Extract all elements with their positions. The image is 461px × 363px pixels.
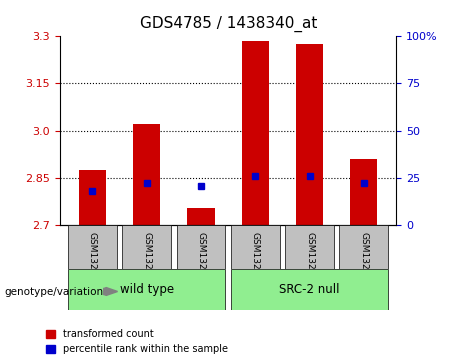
FancyBboxPatch shape bbox=[231, 225, 280, 269]
Bar bbox=[188, 208, 215, 225]
Bar bbox=[296, 44, 323, 225]
FancyBboxPatch shape bbox=[285, 225, 334, 269]
FancyBboxPatch shape bbox=[231, 269, 388, 310]
Bar bbox=[350, 159, 378, 225]
FancyArrow shape bbox=[104, 287, 118, 295]
Text: GSM1327829: GSM1327829 bbox=[196, 232, 206, 292]
Text: wild type: wild type bbox=[120, 283, 174, 296]
Bar bbox=[242, 41, 269, 225]
Text: GSM1327828: GSM1327828 bbox=[142, 232, 151, 292]
Text: genotype/variation: genotype/variation bbox=[5, 287, 104, 297]
FancyBboxPatch shape bbox=[68, 225, 117, 269]
FancyBboxPatch shape bbox=[122, 225, 171, 269]
Text: SRC-2 null: SRC-2 null bbox=[279, 283, 340, 296]
FancyBboxPatch shape bbox=[339, 225, 388, 269]
Bar bbox=[79, 170, 106, 225]
Text: GSM1327832: GSM1327832 bbox=[360, 232, 368, 292]
Text: GSM1327831: GSM1327831 bbox=[305, 232, 314, 292]
Legend: transformed count, percentile rank within the sample: transformed count, percentile rank withi… bbox=[42, 326, 232, 358]
Text: GSM1327830: GSM1327830 bbox=[251, 232, 260, 292]
Text: GSM1327827: GSM1327827 bbox=[88, 232, 97, 292]
FancyBboxPatch shape bbox=[177, 225, 225, 269]
Title: GDS4785 / 1438340_at: GDS4785 / 1438340_at bbox=[140, 16, 317, 32]
Bar bbox=[133, 125, 160, 225]
FancyBboxPatch shape bbox=[68, 269, 225, 310]
